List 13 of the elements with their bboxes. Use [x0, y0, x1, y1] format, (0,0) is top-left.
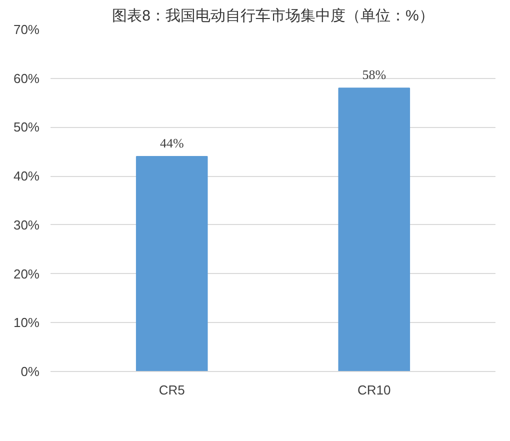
x-tick-label: CR10	[358, 382, 391, 398]
data-label: 44%	[160, 136, 184, 151]
y-tick-label: 40%	[13, 168, 40, 184]
y-tick-label: 50%	[13, 120, 40, 135]
y-tick-label: 30%	[13, 217, 40, 232]
y-tick-label: 60%	[13, 70, 40, 86]
y-tick-label: 0%	[20, 364, 40, 379]
y-tick-label: 10%	[13, 315, 40, 330]
data-label: 58%	[362, 67, 386, 82]
chart-title: 图表8：我国电动自行车市场集中度（单位：%）	[112, 8, 434, 24]
y-tick-label: 70%	[13, 22, 40, 37]
y-tick-label: 20%	[13, 266, 40, 282]
x-tick-label: CR5	[158, 382, 185, 398]
